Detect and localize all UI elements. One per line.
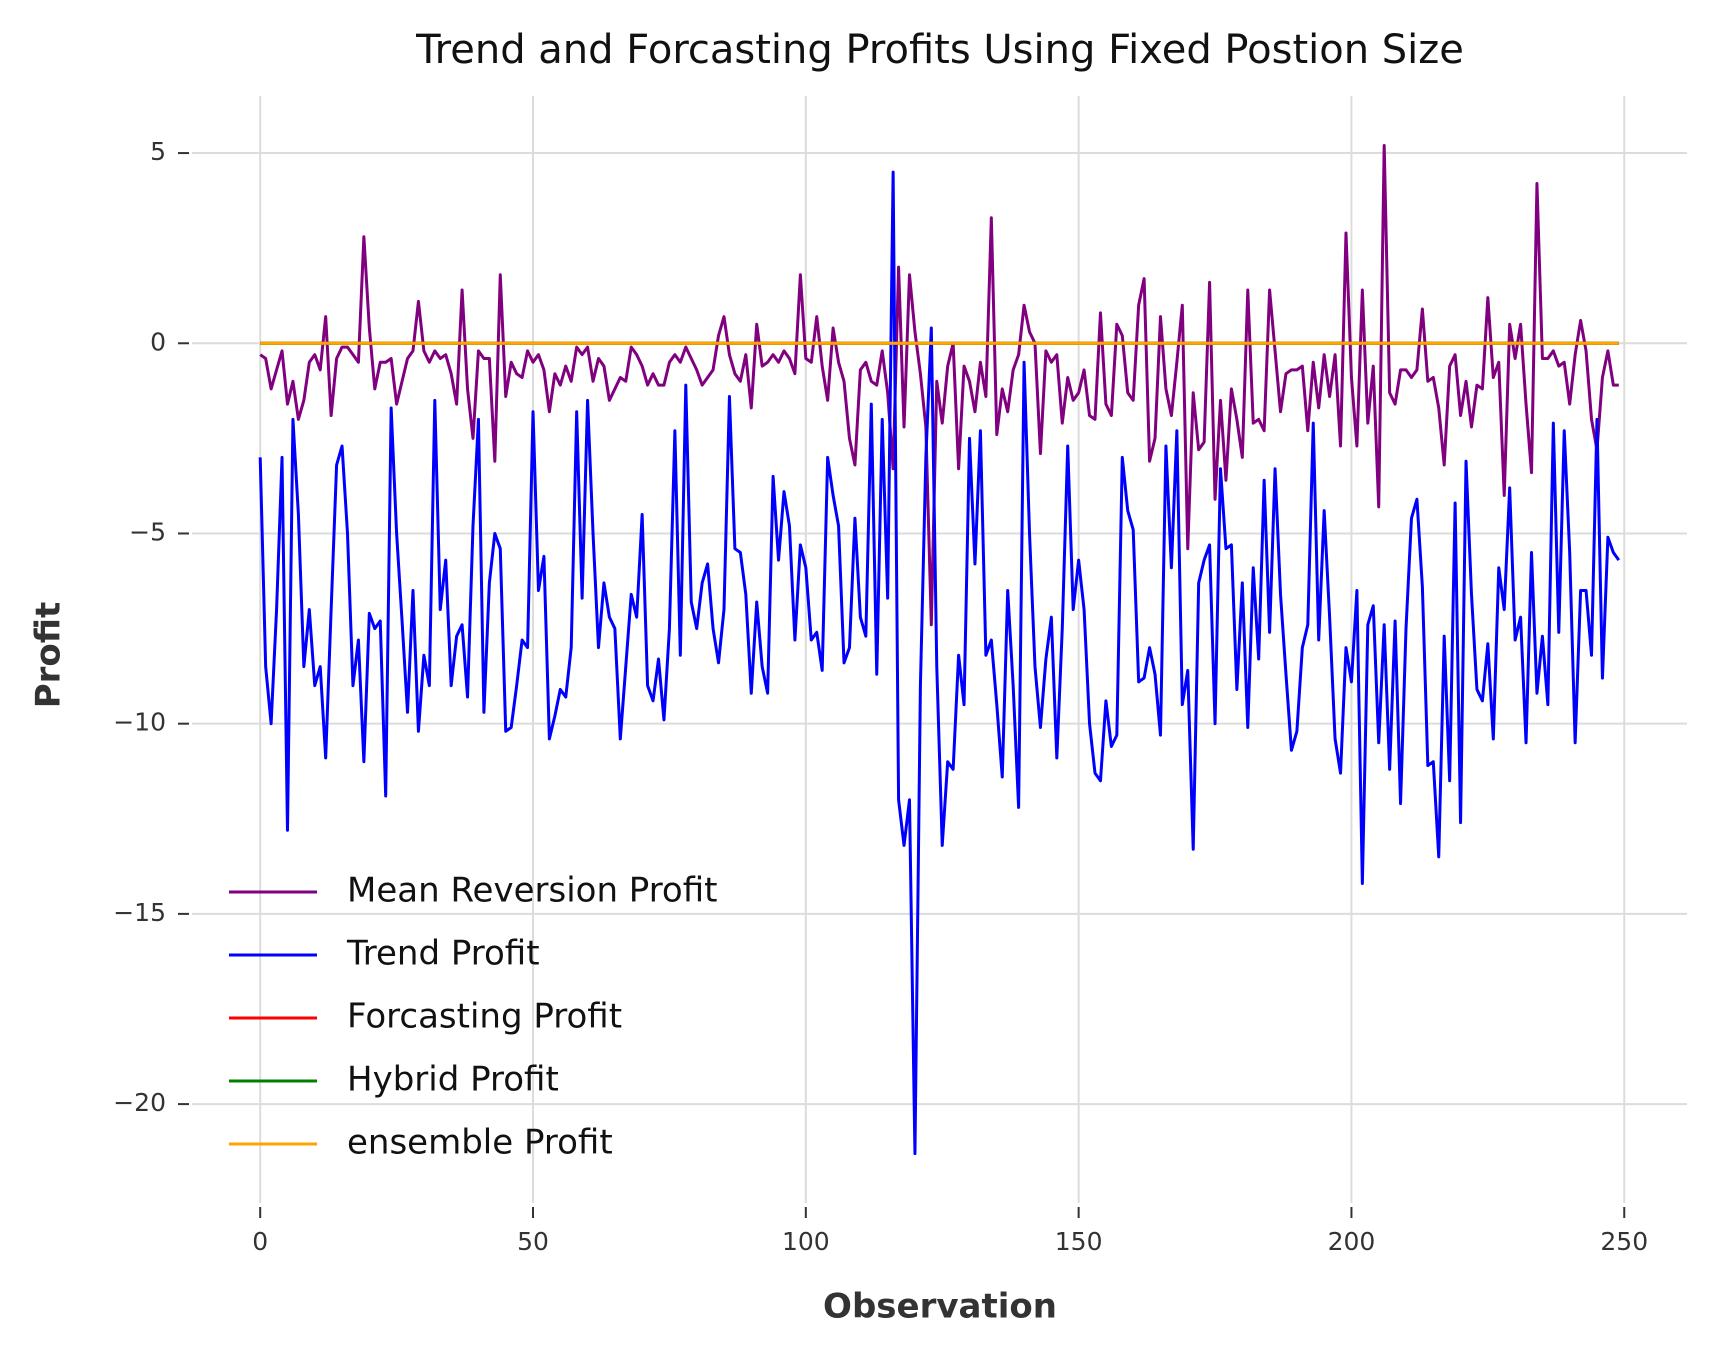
y-tick-label: 0 xyxy=(150,327,166,356)
y-axis-label: Profit xyxy=(29,602,69,709)
legend-label: Mean Reversion Profit xyxy=(347,871,717,911)
x-tick-label: 0 xyxy=(252,1227,268,1256)
legend-label: Hybrid Profit xyxy=(347,1060,559,1100)
legend-label: Forcasting Profit xyxy=(347,997,622,1037)
chart-title: Trend and Forcasting Profits Using Fixed… xyxy=(415,27,1464,73)
x-tick-label: 250 xyxy=(1600,1227,1648,1256)
x-axis-label: Observation xyxy=(823,1287,1057,1327)
legend-label: Trend Profit xyxy=(346,934,540,974)
y-tick-label: −5 xyxy=(129,517,166,546)
x-tick-label: 100 xyxy=(782,1227,830,1256)
y-tick-label: 5 xyxy=(150,137,166,166)
y-tick-label: −15 xyxy=(113,898,166,927)
legend-label: ensemble Profit xyxy=(347,1123,613,1163)
legend: Mean Reversion Profit Trend Profit Forcast… xyxy=(229,871,717,1163)
plot-lines xyxy=(258,143,1621,1156)
y-tick-label: −20 xyxy=(113,1088,166,1117)
x-tick-label: 50 xyxy=(517,1227,549,1256)
x-tick-label: 150 xyxy=(1055,1227,1103,1256)
x-tick-label: 200 xyxy=(1328,1227,1376,1256)
series-line xyxy=(259,143,1619,627)
series-line xyxy=(258,170,1621,1156)
y-tick-label: −10 xyxy=(113,708,166,737)
